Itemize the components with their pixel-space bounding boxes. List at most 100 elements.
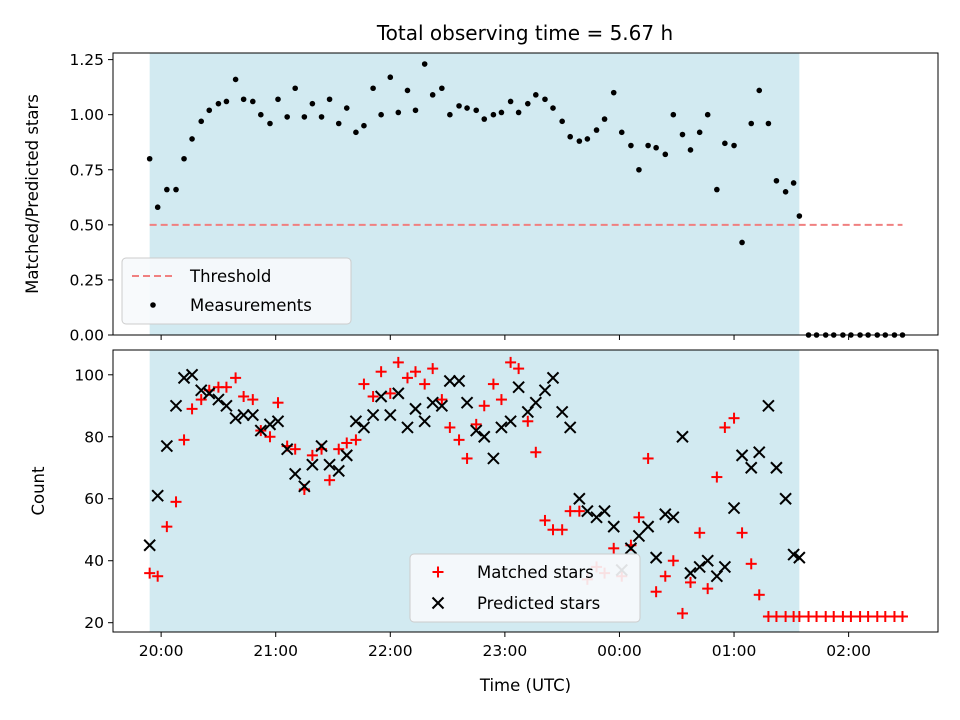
predicted-star-point xyxy=(632,529,646,543)
matched-star-point xyxy=(659,570,671,582)
cross-bar xyxy=(366,408,380,422)
predicted-star-point xyxy=(452,374,466,388)
predicted-star-point xyxy=(555,405,569,419)
measurement-point xyxy=(796,213,803,219)
measurement-point xyxy=(284,114,290,120)
cross-bar xyxy=(470,424,483,437)
matched-star-point xyxy=(195,394,207,406)
cross-bar xyxy=(676,430,689,443)
predicted-star-point xyxy=(538,384,552,397)
matched-star-point xyxy=(170,496,182,508)
measurement-point xyxy=(464,105,470,111)
plot-frame xyxy=(112,349,939,633)
matched-star-point xyxy=(161,521,173,533)
matched-star-point xyxy=(461,452,473,464)
cross-bar xyxy=(460,396,474,409)
matched-star-point xyxy=(264,431,276,443)
predicted-star-point xyxy=(762,399,775,412)
measurement-point xyxy=(790,180,797,186)
measurement-point xyxy=(249,98,256,105)
predicted-star-point xyxy=(684,566,697,580)
matched-star-point xyxy=(736,527,748,539)
matched-star-point xyxy=(650,586,662,598)
matched-star-point xyxy=(753,589,765,601)
predicted-star-point xyxy=(793,551,806,564)
x-tick-label: 21:00 xyxy=(253,642,298,660)
cross-bar xyxy=(607,520,620,533)
measurement-point xyxy=(353,129,359,136)
predicted-star-point xyxy=(504,415,517,428)
measurement-point xyxy=(533,92,539,98)
measurement-point xyxy=(267,120,273,127)
predicted-star-point xyxy=(332,464,345,478)
matched-star-point xyxy=(186,403,198,415)
cross-bar xyxy=(779,492,792,505)
legend-predicted-label: Predicted stars xyxy=(477,594,600,613)
measurement-point xyxy=(722,140,728,147)
matched-star-point xyxy=(333,443,345,455)
measurement-point xyxy=(542,96,548,103)
predicted-star-point xyxy=(487,452,500,465)
legend-predicted-swatch xyxy=(431,596,445,610)
cross-bar xyxy=(435,399,449,412)
matched-star-point xyxy=(306,449,318,461)
predicted-star-point xyxy=(693,560,706,574)
measurement-point xyxy=(301,114,308,120)
measurement-point xyxy=(490,111,497,118)
matched-star-point xyxy=(427,363,439,375)
cross-bar xyxy=(563,421,577,434)
measurement-point xyxy=(275,96,281,103)
y-tick-label: 100 xyxy=(74,366,104,384)
cross-bar xyxy=(793,551,806,564)
cross-bar xyxy=(246,408,259,422)
cross-bar xyxy=(431,596,445,610)
cross-bar xyxy=(220,399,233,412)
cross-bar xyxy=(263,418,277,431)
predicted-star-point xyxy=(573,492,586,505)
cross-bar xyxy=(237,408,250,422)
matched-star-point xyxy=(513,363,525,375)
cross-bar xyxy=(288,467,302,481)
matched-star-point xyxy=(896,611,908,623)
measurement-point xyxy=(395,109,402,116)
y-tick-label: 20 xyxy=(84,614,104,632)
matched-star-point xyxy=(573,505,585,517)
matched-star-point xyxy=(392,356,404,368)
cross-bar xyxy=(745,461,758,474)
measurement-point xyxy=(292,85,298,92)
matched-star-point xyxy=(685,576,696,588)
predicted-star-point xyxy=(263,418,277,431)
matched-star-point xyxy=(247,394,259,406)
cross-bar xyxy=(581,504,594,518)
legend-plus-marker xyxy=(432,566,444,578)
measurement-point xyxy=(670,111,677,118)
measurement-point xyxy=(421,61,428,67)
cross-bar xyxy=(298,480,311,493)
matched-star-point xyxy=(676,607,688,619)
predicted-star-point xyxy=(288,467,302,481)
y-tick-label: 40 xyxy=(84,552,104,570)
predicted-star-point xyxy=(177,371,191,385)
matched-star-point xyxy=(505,356,517,368)
cross-bar xyxy=(409,402,422,416)
cross-bar xyxy=(185,368,199,381)
cross-bar xyxy=(693,560,706,574)
cross-bar xyxy=(315,439,328,453)
measurement-point xyxy=(636,166,642,173)
y-tick-label: 80 xyxy=(84,428,104,446)
matched-star-point xyxy=(419,378,431,390)
cross-bar xyxy=(374,390,388,403)
x-tick-label: 02:00 xyxy=(826,642,871,660)
matched-star-point xyxy=(530,446,542,458)
predicted-star-point xyxy=(229,411,242,425)
predicted-star-point xyxy=(185,368,199,381)
matched-star-point xyxy=(272,397,284,409)
y-tick-label: 0.50 xyxy=(69,216,104,234)
predicted-star-point xyxy=(460,396,474,409)
predicted-star-point xyxy=(512,380,525,394)
measurement-point xyxy=(181,155,187,162)
matched-star-point xyxy=(556,524,568,536)
predicted-star-point xyxy=(418,415,431,428)
measurement-point xyxy=(223,98,230,105)
cross-bar xyxy=(452,374,466,388)
